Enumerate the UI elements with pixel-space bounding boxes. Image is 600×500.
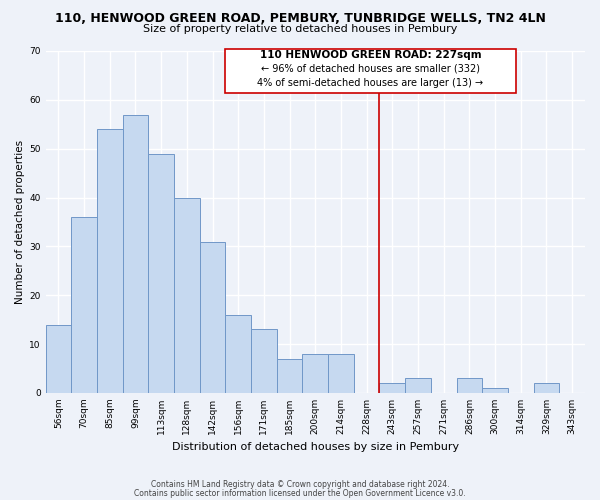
Bar	[482, 388, 508, 393]
Bar	[302, 354, 328, 393]
X-axis label: Distribution of detached houses by size in Pembury: Distribution of detached houses by size …	[172, 442, 459, 452]
Text: Contains public sector information licensed under the Open Government Licence v3: Contains public sector information licen…	[134, 488, 466, 498]
Bar	[71, 217, 97, 393]
Bar	[226, 48, 515, 92]
Bar	[226, 315, 251, 393]
Text: 110, HENWOOD GREEN ROAD, PEMBURY, TUNBRIDGE WELLS, TN2 4LN: 110, HENWOOD GREEN ROAD, PEMBURY, TUNBRI…	[55, 12, 545, 26]
Bar	[379, 383, 405, 393]
Bar	[251, 330, 277, 393]
Bar	[533, 383, 559, 393]
Text: 110 HENWOOD GREEN ROAD: 227sqm: 110 HENWOOD GREEN ROAD: 227sqm	[260, 50, 481, 60]
Bar	[277, 358, 302, 393]
Bar	[122, 114, 148, 393]
Text: Size of property relative to detached houses in Pembury: Size of property relative to detached ho…	[143, 24, 457, 34]
Bar	[328, 354, 354, 393]
Bar	[46, 324, 71, 393]
Text: Contains HM Land Registry data © Crown copyright and database right 2024.: Contains HM Land Registry data © Crown c…	[151, 480, 449, 489]
Bar	[148, 154, 174, 393]
Bar	[97, 129, 122, 393]
Text: 4% of semi-detached houses are larger (13) →: 4% of semi-detached houses are larger (1…	[257, 78, 484, 88]
Bar	[174, 198, 200, 393]
Y-axis label: Number of detached properties: Number of detached properties	[15, 140, 25, 304]
Bar	[405, 378, 431, 393]
Bar	[457, 378, 482, 393]
Text: ← 96% of detached houses are smaller (332): ← 96% of detached houses are smaller (33…	[261, 63, 480, 73]
Bar	[200, 242, 226, 393]
